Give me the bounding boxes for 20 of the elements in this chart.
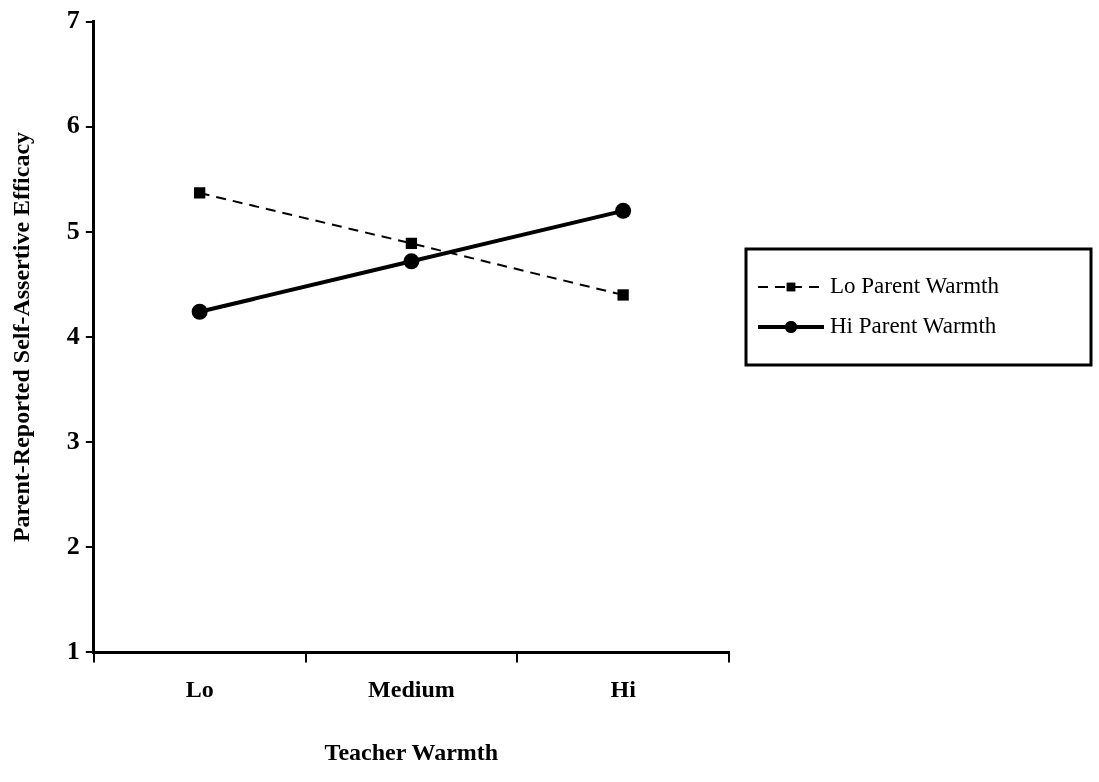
y-tick-label: 1: [66, 636, 80, 666]
y-tick-label: 3: [66, 425, 80, 455]
point: [191, 303, 208, 320]
y-tick-label: 7: [66, 5, 80, 35]
y-axis-title: Parent-Reported Self-Assertive Efficacy: [7, 131, 34, 543]
x-tick-label: Hi: [610, 676, 637, 702]
point: [405, 237, 418, 250]
point: [615, 202, 632, 219]
point: [617, 289, 629, 301]
x-tick-label: Medium: [368, 676, 455, 702]
y-tick-label: 2: [66, 530, 80, 560]
point: [194, 187, 206, 199]
x-tick-label: Lo: [185, 676, 214, 702]
x-axis-title: Teacher Warmth: [324, 738, 499, 765]
y-tick-label: 5: [66, 215, 80, 245]
legend-label: Lo Parent Warmth: [830, 273, 1000, 299]
y-tick-label: 6: [66, 110, 80, 140]
point: [403, 253, 420, 270]
y-tick-label: 4: [66, 320, 80, 350]
legend-label: Hi Parent Warmth: [830, 313, 997, 339]
